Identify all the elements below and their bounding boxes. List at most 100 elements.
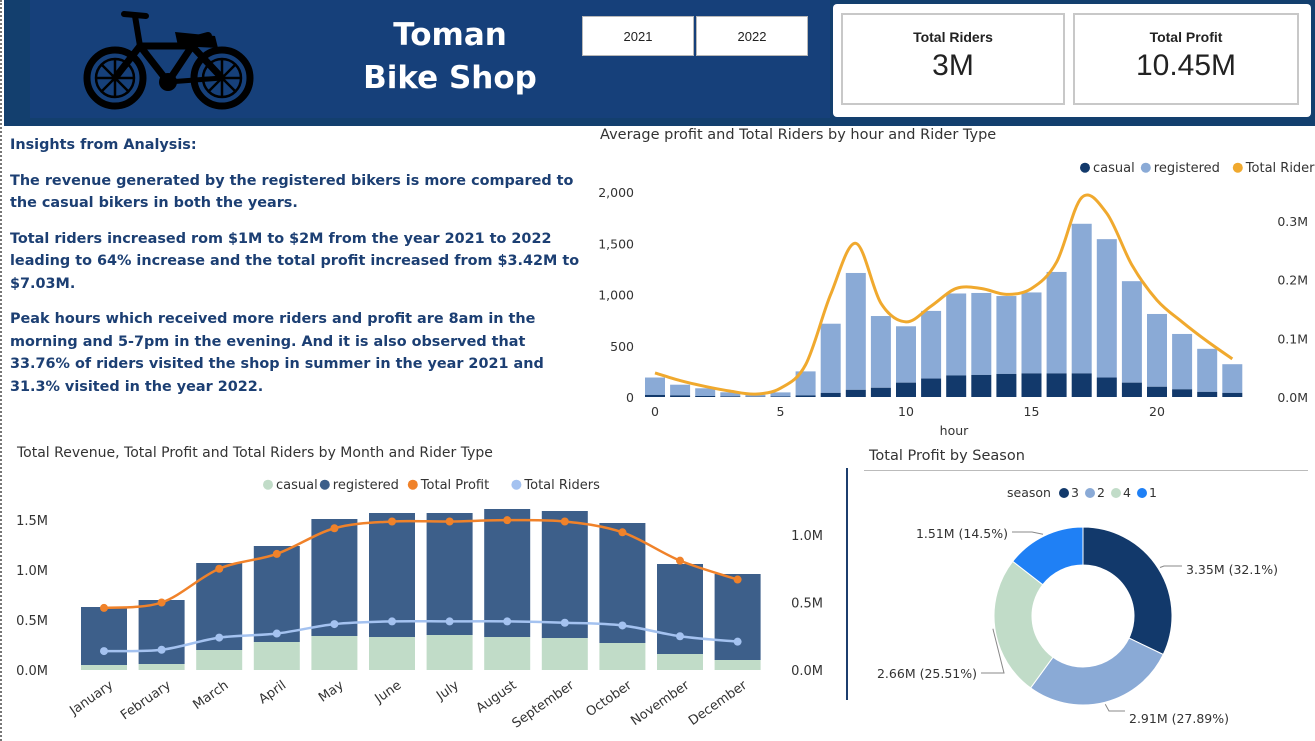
bar-registered bbox=[1096, 239, 1117, 378]
bar-registered bbox=[770, 392, 791, 397]
bar-casual bbox=[426, 635, 473, 670]
kpi-value: 3M bbox=[932, 49, 974, 82]
x-tick-label: 15 bbox=[1024, 404, 1040, 419]
kpi-total-riders: Total Riders 3M bbox=[841, 13, 1065, 105]
line-total-riders-point bbox=[330, 620, 339, 629]
line-total-riders-point bbox=[215, 633, 224, 642]
y2-tick-label: 0.0M bbox=[791, 664, 823, 679]
donut-slice bbox=[993, 560, 1054, 689]
y2-tick-label: 0.5M bbox=[791, 597, 823, 612]
bar-casual bbox=[657, 654, 703, 670]
legend-marker bbox=[1059, 488, 1069, 498]
insight-paragraph: Peak hours which received more riders an… bbox=[10, 311, 544, 395]
y-tick-label: 1,500 bbox=[598, 236, 634, 251]
legend-marker bbox=[1111, 488, 1121, 498]
line-total-profit-point bbox=[388, 517, 396, 526]
legend-label: registered bbox=[333, 478, 399, 493]
bar-casual bbox=[996, 373, 1017, 397]
line-total-riders-point bbox=[618, 621, 627, 630]
bar-registered bbox=[253, 546, 300, 642]
bar-casual bbox=[541, 638, 588, 670]
legend-title: season bbox=[1007, 485, 1051, 500]
bar-casual bbox=[1172, 389, 1193, 397]
insights-heading: Insights from Analysis: bbox=[10, 137, 197, 153]
season-chart: season 3 2 4 1 3.35M (32.1%) 2.91M (27.89%) 2.6… bbox=[877, 485, 1278, 726]
bar-casual bbox=[1046, 373, 1067, 397]
line-total-riders-point bbox=[388, 617, 396, 626]
bar-registered bbox=[81, 607, 127, 665]
x-tick-label: 5 bbox=[777, 404, 785, 419]
y-tick-label: 0.5M bbox=[16, 614, 48, 629]
y-tick-label: 1.5M bbox=[16, 514, 48, 529]
line-total-profit-point bbox=[503, 516, 512, 525]
x-tick-label: November bbox=[628, 678, 693, 729]
year-2022-button[interactable]: 2022 bbox=[696, 16, 808, 56]
year-2021-button[interactable]: 2021 bbox=[582, 16, 694, 56]
line-total-riders-point bbox=[733, 637, 742, 646]
bar-registered bbox=[996, 296, 1017, 374]
bar-casual bbox=[795, 395, 816, 397]
legend-label: Total Riders bbox=[1245, 161, 1315, 176]
x-tick-label: March bbox=[190, 678, 231, 713]
legend-label: Total Riders bbox=[523, 478, 600, 493]
line-total-profit-point bbox=[100, 603, 108, 612]
header-title-area: Toman Bike Shop 2021 2022 bbox=[30, 0, 830, 118]
divider bbox=[864, 470, 1308, 471]
bar-registered bbox=[1071, 223, 1092, 374]
kpi-value: 10.45M bbox=[1135, 49, 1237, 82]
legend-label: 1 bbox=[1149, 485, 1157, 500]
bar-registered bbox=[426, 513, 473, 635]
bar-casual bbox=[196, 650, 243, 670]
slice-label: 1.51M (14.5%) bbox=[916, 526, 1008, 541]
bar-registered bbox=[1046, 271, 1067, 374]
bar-casual bbox=[253, 642, 300, 670]
x-tick-label: October bbox=[583, 678, 635, 721]
hour-chart-title: Average profit and Total Riders by hour … bbox=[600, 127, 997, 143]
bar-registered bbox=[695, 388, 716, 396]
line-total-riders-point bbox=[560, 618, 569, 627]
bar-casual bbox=[896, 382, 916, 397]
title-line-1: Toman bbox=[393, 17, 507, 53]
x-tick-label: June bbox=[372, 678, 405, 707]
line-total-profit-point bbox=[733, 575, 742, 584]
x-tick-label: April bbox=[256, 678, 289, 707]
bar-casual bbox=[921, 378, 942, 397]
bar-registered bbox=[870, 316, 891, 388]
line-total-riders-point bbox=[445, 617, 454, 626]
bar-casual bbox=[695, 395, 716, 397]
bar-casual bbox=[1222, 392, 1243, 397]
y2-tick-label: 0.2M bbox=[1277, 273, 1308, 288]
legend-label: casual bbox=[1093, 161, 1135, 176]
bar-registered bbox=[311, 519, 358, 636]
bar-casual bbox=[599, 643, 646, 670]
legend-marker bbox=[511, 479, 522, 490]
line-total-profit-point bbox=[330, 524, 339, 533]
legend-marker bbox=[1232, 162, 1243, 173]
bar-registered bbox=[971, 292, 992, 375]
y2-tick-label: 1.0M bbox=[791, 529, 823, 544]
bar-casual bbox=[1197, 391, 1218, 397]
separator-line bbox=[846, 468, 848, 700]
y2-tick-label: 0.3M bbox=[1277, 214, 1308, 229]
bar-casual bbox=[820, 392, 841, 397]
bar-casual bbox=[845, 389, 866, 397]
bar-registered bbox=[1021, 292, 1042, 374]
line-total-profit-point bbox=[272, 549, 281, 558]
legend-label: registered bbox=[1154, 161, 1220, 176]
y-tick-label: 500 bbox=[610, 339, 634, 354]
line-total-profit-point bbox=[445, 517, 454, 526]
title-line-2: Bike Shop bbox=[363, 60, 537, 96]
left-border bbox=[0, 0, 4, 741]
legend-label: 2 bbox=[1097, 485, 1105, 500]
bar-registered bbox=[645, 377, 665, 395]
legend-marker bbox=[1085, 488, 1095, 498]
x-tick-label: July bbox=[433, 678, 462, 704]
bar-casual bbox=[484, 637, 531, 670]
bar-registered bbox=[369, 513, 415, 637]
y-tick-label: 2,000 bbox=[598, 185, 634, 200]
x-tick-label: 10 bbox=[898, 404, 914, 419]
line-total-profit bbox=[103, 518, 738, 610]
x-tick-label: January bbox=[66, 678, 116, 719]
donut-slice bbox=[1029, 637, 1164, 706]
bar-casual bbox=[645, 394, 665, 397]
